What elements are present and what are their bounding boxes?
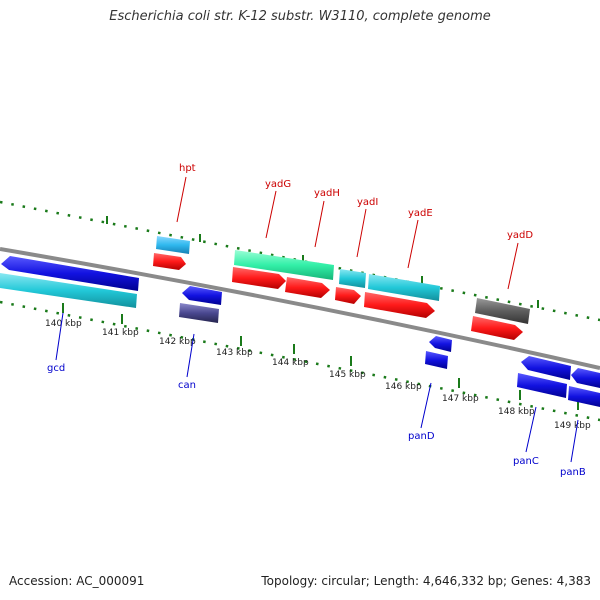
gene-label-gcd[interactable]: gcd xyxy=(47,363,65,374)
gene-label-yadH[interactable]: yadH xyxy=(314,188,340,199)
forward-leader-lines xyxy=(176,176,519,290)
gene-yadH-arrow[interactable] xyxy=(285,277,330,298)
accession-label: Accession: AC_000091 xyxy=(9,574,145,588)
gene-yadG-arrow[interactable] xyxy=(232,267,286,289)
gene-panC-arrow[interactable] xyxy=(521,356,571,380)
genome-title: Escherichia coli str. K-12 substr. W3110… xyxy=(109,9,491,24)
kbp-label-145: 145 kbp xyxy=(329,370,366,380)
reverse-genes xyxy=(0,256,600,407)
kbp-label-140: 140 kbp xyxy=(45,319,82,329)
gene-hpt-block[interactable] xyxy=(156,236,190,254)
gene-label-can[interactable]: can xyxy=(178,380,196,391)
genome-backbone xyxy=(0,247,600,370)
kbp-label-149: 149 kbp xyxy=(554,421,591,431)
reverse-leader-lines xyxy=(55,312,579,463)
gene-label-panD[interactable]: panD xyxy=(408,431,435,442)
kbp-label-146: 146 kbp xyxy=(385,382,422,392)
gene-label-panC[interactable]: panC xyxy=(513,456,539,467)
gene-panB-arrow[interactable] xyxy=(571,368,600,388)
gene-label-yadG[interactable]: yadG xyxy=(265,179,291,190)
gene-label-panB[interactable]: panB xyxy=(560,467,586,478)
gene-panB-block[interactable] xyxy=(568,386,600,407)
gene-label-yadD[interactable]: yadD xyxy=(507,230,533,241)
kbp-tick-labels: 140 kbp 141 kbp 142 kbp 143 kbp 144 kbp … xyxy=(45,319,591,431)
kbp-label-142: 142 kbp xyxy=(159,337,196,347)
gene-panD-arrow[interactable] xyxy=(429,336,452,352)
gene-panD-block[interactable] xyxy=(425,351,448,369)
gene-label-yadE[interactable]: yadE xyxy=(408,208,433,219)
kbp-label-141: 141 kbp xyxy=(102,328,139,338)
gene-yadI-block[interactable] xyxy=(339,269,366,288)
gene-yadI-arrow[interactable] xyxy=(335,287,361,304)
gene-yadG-block[interactable] xyxy=(234,250,334,280)
forward-gene-labels: hpt yadG yadH yadI yadE yadD xyxy=(179,163,533,241)
gene-yadD-block[interactable] xyxy=(475,298,530,324)
gene-yadD-arrow[interactable] xyxy=(471,316,523,340)
inner-major-ticks xyxy=(62,303,579,410)
gene-can-arrow[interactable] xyxy=(182,286,222,305)
gene-gcd-block[interactable] xyxy=(0,273,137,308)
gene-panC-block[interactable] xyxy=(517,373,567,398)
gene-yadE-block[interactable] xyxy=(368,274,440,301)
topology-label: Topology: circular; Length: 4,646,332 bp… xyxy=(261,574,591,588)
forward-genes xyxy=(153,236,530,340)
kbp-label-143: 143 kbp xyxy=(216,348,253,358)
gene-gcd-arrow[interactable] xyxy=(1,256,139,291)
gene-yadE-arrow[interactable] xyxy=(364,292,435,318)
gene-hpt-arrow[interactable] xyxy=(153,253,186,270)
kbp-label-147: 147 kbp xyxy=(442,394,479,404)
kbp-label-144: 144 kbp xyxy=(272,358,309,368)
reverse-gene-labels: gcd can panD panC panB xyxy=(47,363,586,478)
gene-can-block[interactable] xyxy=(179,303,219,323)
kbp-label-148: 148 kbp xyxy=(498,407,535,417)
gene-label-yadI[interactable]: yadI xyxy=(357,197,378,208)
gene-label-hpt[interactable]: hpt xyxy=(179,163,196,174)
